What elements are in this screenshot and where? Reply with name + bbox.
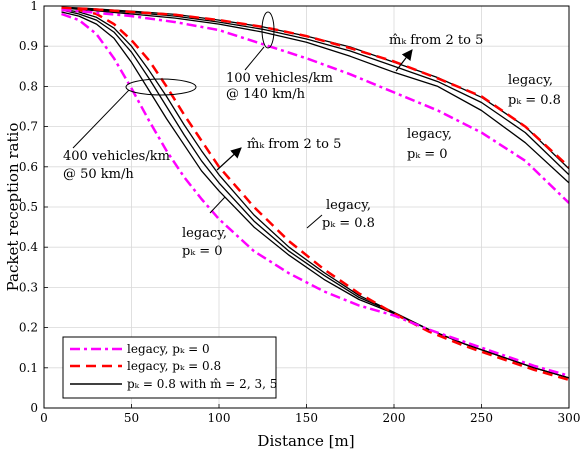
series-line-low-red-dashed-6 [61,6,569,382]
mhat-lower-label: m̂ₖ from 2 to 5 [247,137,341,152]
legend: legacy, pₖ = 0 legacy, pₖ = 0.8 pₖ = 0.8… [62,336,277,399]
series-line-high-red-dashed-1 [61,6,569,168]
high-density-ellipse [261,11,275,49]
legend-label-black: pₖ = 0.8 with m̂ = 2, 3, 5 [127,377,277,391]
legacy-low-08-word: legacy, [326,198,371,213]
high-density-label-1: 100 vehicles/km [226,71,333,86]
x-tick-label: 250 [470,411,493,425]
x-axis-label: Distance [m] [257,432,354,450]
x-tick-label: 0 [40,411,48,425]
legend-label-red: legacy, pₖ = 0.8 [127,359,221,373]
annotations: 100 vehicles/km @ 140 km/h m̂ₖ from 2 to… [63,11,561,259]
legacy-low-0-leader [209,196,226,214]
legacy-low-0-pk: pₖ = 0 [182,244,223,259]
y-tick-label: 0.6 [19,160,38,174]
low-density-leader [72,89,130,149]
legacy-low-08-pk: pₖ = 0.8 [322,216,375,231]
legacy-high-0-word: legacy, [407,127,452,142]
y-tick-label: 0.4 [19,240,38,254]
y-tick-label: 0.3 [19,280,38,294]
low-density-label-2: @ 50 km/h [63,167,134,182]
legend-label-magenta: legacy, pₖ = 0 [127,342,210,356]
low-density-ellipse [125,78,197,96]
x-tick-label: 200 [383,411,406,425]
y-tick-label: 0.7 [19,120,38,134]
x-tick-label: 50 [124,411,139,425]
ticks: 0 50 100 150 200 250 300 0 0.1 0.2 0.3 0.4 0.5 0.6 0.7… [19,0,580,425]
y-tick-label: 1 [30,0,38,13]
y-tick-label: 0.8 [19,79,38,93]
y-tick-label: 0.1 [19,361,38,375]
y-axis-label: Packet reception ratio [4,123,22,292]
series-group [61,6,569,382]
y-tick-label: 0 [30,401,38,415]
series-line-low-magenta-dashdot-5 [61,12,569,378]
series-line-low-black-solid-9 [61,8,569,379]
x-tick-label: 150 [295,411,318,425]
legacy-high-08-pk: pₖ = 0.8 [508,93,561,108]
y-tick-label: 0.9 [19,39,38,53]
x-tick-label: 100 [208,411,231,425]
high-density-leader [244,46,265,71]
mhat-upper-label: m̂ₖ from 2 to 5 [389,33,483,48]
high-density-label-2: @ 140 km/h [226,87,306,102]
series-line-high-magenta-dashdot-0 [61,8,569,204]
mhat-lower-arrow [216,147,242,171]
legacy-high-08-word: legacy, [508,73,553,88]
low-density-label-1: 400 vehicles/km [63,149,170,164]
legacy-high-0-pk: pₖ = 0 [407,147,448,162]
y-tick-label: 0.2 [19,321,38,335]
mhat-upper-arrow [395,49,413,72]
legacy-low-08-leader [306,214,323,229]
x-tick-label: 300 [558,411,580,425]
legacy-low-0-word: legacy, [182,226,227,241]
legend-box [62,336,277,399]
y-tick-label: 0.5 [19,200,38,214]
series-line-high-black-solid-2 [61,7,569,184]
